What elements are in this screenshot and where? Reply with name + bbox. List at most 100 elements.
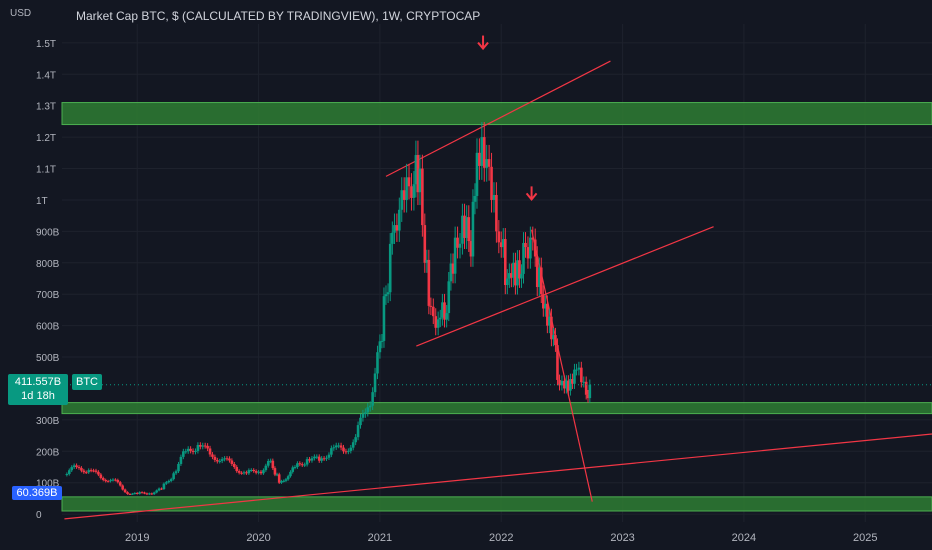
- candle-body: [162, 483, 166, 490]
- candle-body: [264, 465, 268, 471]
- candle-body: [573, 369, 576, 384]
- candle-body: [342, 447, 345, 452]
- candle-body: [577, 367, 581, 370]
- candle-body: [359, 417, 362, 426]
- candle-body: [111, 479, 115, 481]
- y-tick-label: 1.3T: [36, 102, 56, 113]
- candle-body: [548, 316, 551, 326]
- candle-body: [371, 392, 374, 406]
- candle-body: [114, 479, 117, 481]
- candle-body: [330, 448, 333, 455]
- y-tick-label: 800B: [36, 259, 60, 270]
- candle-body: [72, 465, 76, 468]
- candle-body: [529, 237, 532, 259]
- y-tick-label: 0: [36, 510, 42, 521]
- candle-body: [165, 482, 168, 484]
- candle-body: [558, 379, 561, 386]
- candle-body: [101, 478, 105, 480]
- candle-body: [220, 459, 224, 461]
- candle-body: [155, 490, 158, 493]
- candle-body: [266, 461, 270, 466]
- candle-body: [434, 316, 438, 328]
- candle-body: [441, 302, 444, 318]
- candle-body: [194, 450, 197, 452]
- y-tick-label: 1.2T: [36, 133, 56, 144]
- candle-body: [254, 471, 258, 473]
- candle-body: [510, 273, 513, 278]
- candle-body: [461, 215, 464, 244]
- candle-body: [271, 460, 275, 469]
- candle-body: [514, 262, 517, 286]
- candle-body: [382, 296, 386, 341]
- candle-body: [552, 335, 555, 340]
- candle-body: [571, 379, 574, 384]
- candle-body: [332, 447, 336, 449]
- candle-body: [456, 237, 459, 248]
- y-tick-label: 700B: [36, 290, 60, 301]
- candle-body: [533, 239, 537, 257]
- candle-body: [418, 168, 422, 193]
- candle-body: [497, 231, 501, 243]
- candle-body: [463, 215, 466, 238]
- candle-body: [368, 405, 372, 408]
- candle-body: [89, 470, 93, 472]
- candle-body: [291, 467, 295, 472]
- candle-body: [172, 473, 175, 480]
- candle-body: [443, 302, 446, 320]
- candle-body: [167, 480, 171, 483]
- candle-body: [416, 155, 420, 193]
- candle-body: [284, 479, 288, 481]
- candle-body: [293, 467, 297, 469]
- candle-body: [138, 492, 141, 494]
- candle-body: [436, 319, 440, 328]
- candle-body: [92, 470, 95, 472]
- candle-body: [349, 447, 353, 451]
- candle-body: [407, 177, 411, 187]
- candle-body: [366, 407, 370, 413]
- y-tick-label: 1T: [36, 196, 48, 207]
- candle-body: [471, 201, 475, 257]
- y-tick-label: 500B: [36, 353, 60, 364]
- candle-body: [152, 492, 156, 495]
- trend-line: [64, 433, 932, 520]
- candle-body: [259, 471, 263, 474]
- candle-body: [516, 260, 519, 286]
- candle-body: [99, 474, 103, 479]
- candle-body: [386, 292, 390, 295]
- candle-body: [97, 471, 100, 475]
- candle-body: [303, 464, 306, 466]
- candle-body: [275, 474, 279, 476]
- candle-body: [104, 479, 107, 482]
- candle-body: [337, 445, 340, 447]
- candle-body: [82, 470, 86, 473]
- candle-body: [315, 456, 319, 458]
- support-resistance-zone: [61, 496, 932, 512]
- down-arrow-head: [477, 41, 489, 51]
- chart-title: Market Cap BTC, $ (CALCULATED BY TRADING…: [76, 9, 481, 23]
- candle-body: [196, 445, 200, 451]
- candle-body: [518, 260, 521, 279]
- candle-body: [473, 195, 477, 202]
- x-tick-label: 2023: [610, 532, 634, 544]
- x-tick-label: 2022: [489, 532, 513, 544]
- y-tick-label: 600B: [36, 322, 60, 333]
- candle-body: [235, 467, 239, 472]
- candle-body: [286, 476, 290, 480]
- candle-body: [179, 456, 183, 464]
- candle-body: [230, 460, 234, 464]
- candle-body: [347, 450, 350, 452]
- candle-body: [364, 412, 367, 414]
- candle-body: [588, 384, 592, 399]
- candle-body: [531, 237, 535, 240]
- candle-body: [242, 472, 246, 474]
- candle-body: [438, 317, 442, 320]
- candle-body: [465, 217, 468, 238]
- candle-body: [458, 243, 462, 248]
- candle-body: [351, 442, 355, 448]
- candle-body: [300, 464, 304, 466]
- candle-body: [233, 463, 236, 468]
- candle-body: [410, 186, 413, 198]
- candle-body: [584, 381, 588, 395]
- candle-body: [143, 492, 146, 494]
